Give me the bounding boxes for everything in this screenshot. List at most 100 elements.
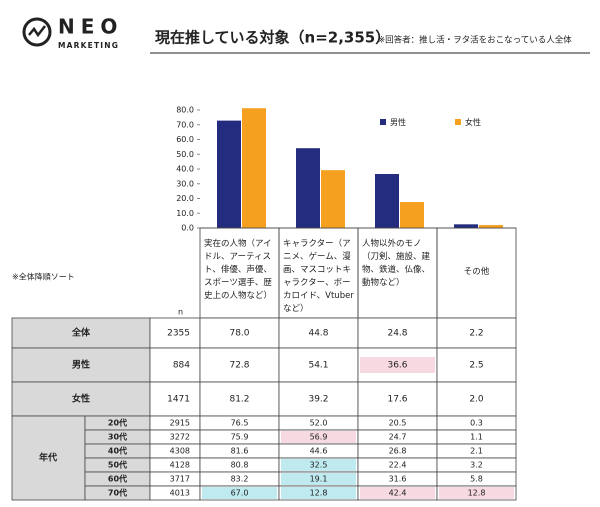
legend-label: 女性 [465, 117, 481, 127]
cell-value: 80.8 [231, 461, 249, 470]
cell-value: 19.1 [310, 475, 328, 484]
row-label: 20代 [108, 418, 127, 428]
highlight [439, 487, 514, 499]
cell-value: 22.4 [389, 461, 407, 470]
n-header: n [178, 308, 183, 317]
legend-label: 男性 [390, 117, 406, 127]
logo-check [28, 25, 46, 38]
cell-value: 32.5 [310, 461, 328, 470]
bar [321, 170, 345, 228]
bar [375, 174, 399, 228]
bar [217, 120, 241, 228]
row-label: 男性 [72, 359, 90, 371]
y-tick-label: 40.0 [176, 165, 194, 174]
value-cell [278, 317, 359, 349]
cell-value: 0.3 [470, 419, 483, 428]
y-tick-label: 0.0 [181, 224, 194, 233]
cell-value: 67.0 [231, 489, 249, 498]
y-tick-label: 80.0 [176, 106, 194, 115]
value-cell [436, 317, 517, 349]
n-value: 4128 [170, 461, 190, 470]
highlight [281, 431, 356, 443]
bar [454, 224, 478, 228]
bar [400, 202, 424, 228]
logo: NEO [58, 15, 123, 39]
cell-value: 78.0 [229, 329, 249, 339]
highlight [281, 473, 356, 485]
category-label: キャラクター（アニメ、ゲーム、漫画、マスコットキャラクター、ボーカロイド、Vtu… [283, 239, 354, 314]
y-tick-label: 20.0 [176, 194, 194, 203]
highlight [202, 487, 277, 499]
row-label: 50代 [108, 460, 127, 470]
n-value: 2915 [170, 419, 190, 428]
logo-sub: MARKETING [58, 41, 119, 50]
cell-value: 42.4 [389, 489, 407, 498]
row-label: 女性 [72, 393, 90, 405]
row-label: 60代 [108, 474, 127, 484]
cell-value: 52.0 [310, 419, 328, 428]
cell-value: 75.9 [231, 433, 249, 442]
n-value: 3272 [170, 433, 190, 442]
highlight [360, 487, 435, 499]
category-label: 人物以外のモノ（刀剣、施設、建物、鉄道、仏像、動物など） [362, 239, 431, 288]
y-tick-label: 10.0 [176, 209, 194, 218]
logo-icon [22, 17, 52, 47]
cell-value: 3.2 [470, 461, 483, 470]
title: 現在推している対象（n=2,355） [155, 29, 390, 47]
cell-value: 2.2 [469, 329, 483, 339]
cell-value: 1.1 [470, 433, 483, 442]
bar [479, 225, 503, 228]
n-value: 884 [173, 361, 190, 371]
cell-value: 56.9 [310, 433, 328, 442]
value-cell [357, 317, 438, 349]
y-tick-label: 70.0 [176, 120, 194, 129]
label-cell [11, 317, 151, 349]
cell-value: 81.6 [231, 447, 249, 456]
n-cell [149, 317, 201, 349]
n-value: 4013 [170, 489, 190, 498]
cell-value: 76.5 [231, 419, 249, 428]
row-label: 30代 [108, 432, 127, 442]
cell-value: 24.7 [389, 433, 407, 442]
cell-value: 72.8 [229, 361, 249, 371]
cell-value: 39.2 [308, 395, 328, 405]
cell-value: 5.8 [470, 475, 483, 484]
y-tick-label: 60.0 [176, 135, 194, 144]
note: ※回答者：推し活・ヲタ活をおこなっている人全体 [378, 35, 572, 46]
value-cell [278, 347, 359, 383]
cell-value: 44.8 [308, 329, 328, 339]
cell-value: 2.5 [469, 361, 483, 371]
sort-note: ※全体降順ソート [12, 272, 75, 282]
bar [242, 108, 266, 228]
highlight [281, 459, 356, 471]
n-value: 1471 [167, 395, 190, 405]
value-cell [199, 381, 280, 417]
n-value: 4308 [170, 447, 190, 456]
cell-value: 83.2 [231, 475, 249, 484]
cell-value: 81.2 [229, 395, 249, 405]
n-cell [149, 381, 201, 417]
row-label: 40代 [108, 446, 127, 456]
bar [296, 148, 320, 228]
cell-value: 20.5 [389, 419, 407, 428]
value-cell [436, 347, 517, 383]
row-label: 70代 [108, 488, 127, 498]
label-cell [11, 347, 151, 383]
cell-value: 31.6 [389, 475, 407, 484]
cell-value: 12.8 [310, 489, 328, 498]
cell-value: 24.8 [387, 329, 407, 339]
legend-swatch [455, 119, 461, 125]
category-label: その他 [463, 267, 490, 277]
cell-value: 12.8 [468, 489, 486, 498]
highlight [281, 487, 356, 499]
cell-value: 44.6 [310, 447, 328, 456]
cell-value: 54.1 [308, 361, 328, 371]
n-value: 2355 [167, 329, 190, 339]
cell-value: 2.0 [469, 395, 484, 405]
value-cell [199, 317, 280, 349]
cell-value: 17.6 [387, 395, 407, 405]
category-label: 実在の人物（アイドル、アーティスト、俳優、声優、スポーツ選手、歴史上の人物など） [204, 239, 273, 301]
row-label: 全体 [71, 327, 91, 339]
